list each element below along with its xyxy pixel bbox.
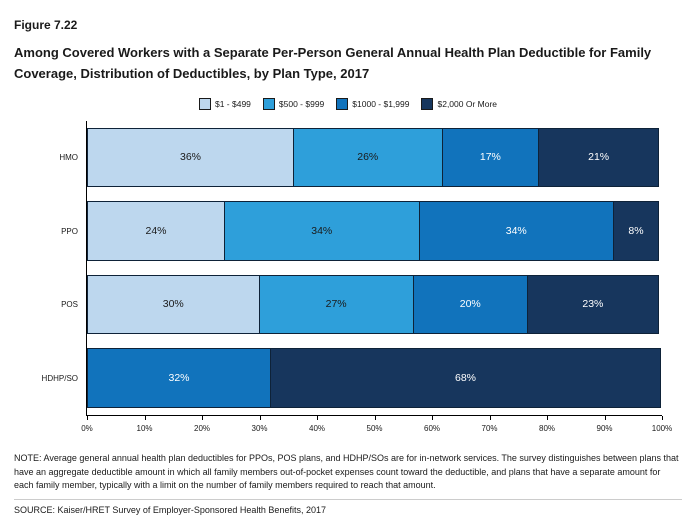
x-tick-label: 40% (308, 423, 326, 433)
y-axis-label: PPO (61, 226, 78, 236)
x-tick-label: 80% (538, 423, 556, 433)
bar-segment: 26% (293, 127, 443, 188)
x-tick-mark (662, 415, 663, 420)
stacked-bar: 24% 34% 34% 8% (87, 201, 662, 261)
bar-segment: 32% (87, 348, 271, 408)
bar-row-pos: 30% 27% 20% 23% (87, 268, 662, 342)
x-tick-mark (374, 415, 376, 420)
stacked-bar: 30% 27% 20% 23% (87, 274, 662, 335)
bar-segment: 24% (87, 201, 225, 261)
footer-divider (14, 499, 682, 501)
chart-title: Among Covered Workers with a Separate Pe… (14, 45, 652, 81)
x-tick-label: 10% (136, 423, 153, 433)
legend-item: $2,000 Or More (421, 97, 498, 110)
stacked-bar: 32% 68% (87, 348, 662, 408)
x-tick-label: 20% (193, 423, 211, 433)
bar-segment: 17% (441, 127, 540, 188)
x-tick-label: 60% (423, 423, 441, 433)
x-axis: 0% 10% 20% 30% 40% 50% 60% 70% 80% 90% 100% (81, 415, 672, 440)
bar-segment: 34% (224, 201, 420, 261)
y-axis-label: POS (61, 300, 78, 310)
bar-row-ppo: 24% 34% 34% 8% (87, 194, 662, 268)
y-axis-label: HDHP/SO (41, 374, 78, 384)
bar-segment: 27% (258, 274, 414, 335)
x-tick-label: 0% (81, 423, 93, 433)
legend-label: $1 - $499 (214, 98, 251, 109)
legend-label: $2,000 Or More (437, 98, 498, 109)
x-tick-label: 50% (366, 423, 383, 433)
legend-item: $500 - $999 (262, 97, 325, 110)
x-tick-mark (604, 415, 606, 420)
legend-label: $500 - $999 (278, 98, 325, 109)
x-tick-mark (87, 415, 88, 420)
bar-segment: 30% (87, 274, 260, 335)
x-tick-mark (202, 415, 203, 420)
bar-segment: 36% (87, 127, 294, 188)
y-axis-labels: HMO PPO POS HDHP/SO (14, 121, 86, 416)
legend-swatch (262, 97, 275, 110)
legend-swatch (421, 97, 434, 110)
y-axis-label: HMO (59, 152, 78, 162)
bar-segment: 20% (412, 274, 528, 335)
x-axis-row: 0% 10% 20% 30% 40% 50% 60% 70% 80% 90% 100% (14, 415, 672, 440)
x-tick-label: 30% (251, 423, 268, 433)
x-tick-mark (547, 415, 548, 420)
legend-item: $1 - $499 (198, 97, 251, 110)
x-tick-label: 90% (596, 423, 613, 433)
bar-row-hmo: 36% 26% 17% 21% (87, 121, 662, 195)
x-tick-mark (259, 415, 261, 420)
x-tick-mark (489, 415, 491, 420)
legend-label: $1000 - $1,999 (352, 98, 410, 109)
legend-item: $1000 - $1,999 (336, 97, 410, 110)
chart: HMO PPO POS HDHP/SO 36% 26% 17% 21% 24% 34% 34% 8%… (14, 120, 682, 440)
x-tick-mark (317, 415, 318, 420)
legend-swatch (336, 97, 349, 110)
x-tick-label: 100% (651, 423, 673, 433)
note-text: NOTE: Average general annual health plan… (14, 452, 679, 491)
bar-segment: 23% (526, 274, 659, 335)
x-tick-mark (144, 415, 146, 420)
legend-swatch (198, 97, 211, 110)
plot-area: 36% 26% 17% 21% 24% 34% 34% 8% 30% 27% 20% 23% 32% 68… (86, 120, 662, 416)
bar-segment: 8% (613, 201, 659, 261)
chart-body: HMO PPO POS HDHP/SO 36% 26% 17% 21% 24% 34% 34% 8%… (14, 120, 662, 416)
x-tick-mark (432, 415, 433, 420)
legend: $1 - $499 $500 - $999 $1000 - $1,999 $2,000… (14, 97, 682, 110)
source-text: SOURCE: Kaiser/HRET Survey of Employer-S… (14, 505, 326, 516)
bar-segment: 68% (270, 348, 661, 408)
figure-label: Figure 7.22 (14, 18, 78, 32)
x-tick-label: 70% (481, 423, 498, 433)
bar-row-hdhp-so: 32% 68% (87, 341, 662, 415)
stacked-bar: 36% 26% 17% 21% (87, 127, 662, 188)
bar-segment: 21% (538, 127, 659, 188)
x-axis-spacer (14, 416, 87, 440)
bar-segment: 34% (418, 201, 614, 261)
